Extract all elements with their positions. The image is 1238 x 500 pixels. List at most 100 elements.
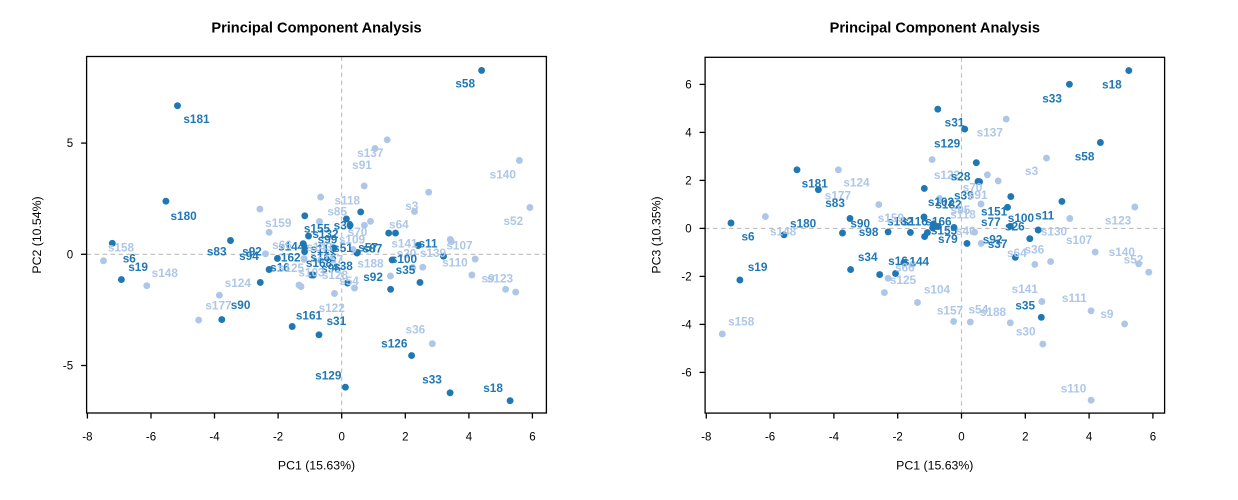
svg-text:s181: s181: [183, 112, 210, 126]
svg-text:s31: s31: [326, 314, 346, 328]
svg-text:s77: s77: [981, 215, 1001, 229]
svg-text:-6: -6: [146, 432, 156, 444]
svg-text:s124: s124: [225, 276, 252, 290]
svg-text:0: 0: [958, 432, 964, 444]
svg-text:s52: s52: [503, 214, 523, 228]
svg-text:s11: s11: [418, 237, 437, 251]
svg-text:s155: s155: [931, 224, 958, 238]
svg-text:5: 5: [67, 138, 73, 150]
svg-text:s130: s130: [1041, 225, 1068, 239]
svg-text:s141: s141: [391, 237, 418, 251]
svg-text:6: 6: [1150, 432, 1156, 444]
svg-text:s6: s6: [741, 230, 755, 244]
svg-text:s129: s129: [315, 368, 342, 382]
svg-text:s90: s90: [850, 216, 870, 230]
svg-text:s122: s122: [319, 301, 346, 315]
svg-text:s83: s83: [825, 196, 845, 210]
svg-text:s122: s122: [934, 168, 961, 182]
svg-text:s34: s34: [858, 250, 878, 264]
svg-text:4: 4: [1086, 432, 1093, 444]
svg-text:-2: -2: [273, 432, 283, 444]
svg-text:-6: -6: [765, 432, 775, 444]
svg-text:s9: s9: [481, 271, 495, 285]
svg-text:s92: s92: [983, 233, 1003, 247]
svg-text:s188: s188: [357, 257, 384, 271]
svg-text:s157: s157: [937, 304, 964, 318]
svg-text:s128: s128: [322, 268, 349, 282]
svg-text:2: 2: [402, 432, 408, 444]
svg-text:Principal Component Analysis: Principal Component Analysis: [211, 21, 421, 37]
svg-text:s143: s143: [306, 240, 333, 254]
svg-text:2: 2: [1022, 432, 1028, 444]
svg-text:PC3 (10.35%): PC3 (10.35%): [650, 196, 664, 273]
svg-text:s166: s166: [925, 215, 952, 229]
svg-text:s126: s126: [381, 336, 408, 350]
svg-text:s141: s141: [1012, 282, 1039, 296]
svg-text:s11: s11: [1035, 208, 1054, 222]
svg-text:s162: s162: [887, 215, 914, 229]
svg-text:s140: s140: [1109, 245, 1136, 259]
svg-text:s70: s70: [963, 181, 983, 195]
svg-text:s177: s177: [825, 188, 852, 202]
svg-text:s161: s161: [296, 308, 323, 322]
svg-text:s107: s107: [446, 239, 473, 253]
svg-text:s137: s137: [977, 126, 1004, 140]
svg-text:s64: s64: [1007, 246, 1027, 260]
svg-text:6: 6: [685, 79, 691, 91]
svg-text:PC2 (10.54%): PC2 (10.54%): [30, 196, 44, 273]
svg-text:PC1 (15.63%): PC1 (15.63%): [896, 459, 973, 473]
svg-text:s159: s159: [265, 216, 292, 230]
svg-text:s111: s111: [1062, 291, 1087, 305]
svg-text:s54: s54: [339, 274, 359, 288]
svg-text:s188: s188: [980, 305, 1007, 319]
svg-text:-4: -4: [681, 319, 692, 331]
svg-text:s157: s157: [317, 253, 344, 267]
svg-text:s96: s96: [321, 262, 341, 276]
svg-text:s16: s16: [270, 261, 290, 275]
svg-text:s155: s155: [304, 222, 331, 236]
svg-text:s98: s98: [859, 225, 879, 239]
svg-text:s118: s118: [950, 208, 976, 222]
svg-text:-5: -5: [63, 361, 73, 373]
svg-text:s123: s123: [487, 271, 514, 285]
svg-text:s151: s151: [981, 205, 1008, 219]
svg-text:s182: s182: [935, 198, 962, 212]
svg-text:s144: s144: [278, 240, 305, 254]
svg-text:-4: -4: [829, 432, 840, 444]
svg-text:s158: s158: [728, 315, 755, 329]
svg-text:PC1 (15.63%): PC1 (15.63%): [278, 459, 355, 473]
svg-text:s79: s79: [938, 232, 958, 246]
svg-text:s83: s83: [207, 245, 227, 259]
svg-text:s31: s31: [945, 116, 965, 130]
svg-text:s3: s3: [1025, 164, 1039, 178]
svg-text:s119: s119: [310, 242, 336, 256]
svg-text:s38: s38: [333, 259, 353, 273]
svg-text:s103: s103: [298, 266, 325, 280]
svg-text:s95: s95: [951, 203, 971, 217]
svg-text:s40: s40: [956, 224, 976, 238]
svg-text:-8: -8: [82, 432, 92, 444]
svg-text:s66: s66: [895, 261, 915, 275]
svg-text:s66: s66: [272, 238, 292, 252]
svg-text:s57: s57: [358, 241, 378, 255]
svg-text:s35: s35: [1015, 299, 1035, 313]
svg-text:s58: s58: [455, 76, 475, 90]
svg-text:s123: s123: [1105, 214, 1132, 228]
svg-text:s158: s158: [108, 241, 135, 255]
svg-text:s166: s166: [310, 251, 337, 265]
svg-text:s168: s168: [306, 256, 333, 270]
svg-text:s92: s92: [242, 245, 262, 259]
svg-text:s18: s18: [1102, 77, 1122, 91]
svg-text:s104: s104: [924, 283, 951, 297]
svg-text:0: 0: [338, 432, 344, 444]
svg-text:s177: s177: [205, 299, 232, 313]
svg-text:s180: s180: [790, 216, 817, 230]
svg-text:s16: s16: [888, 254, 908, 268]
svg-text:s129: s129: [934, 137, 961, 151]
svg-text:s30: s30: [1016, 325, 1036, 339]
svg-text:s9: s9: [1100, 307, 1114, 321]
svg-text:2: 2: [685, 175, 691, 187]
svg-text:s137: s137: [357, 146, 384, 160]
svg-text:s18: s18: [483, 381, 503, 395]
svg-text:s87: s87: [363, 242, 383, 256]
